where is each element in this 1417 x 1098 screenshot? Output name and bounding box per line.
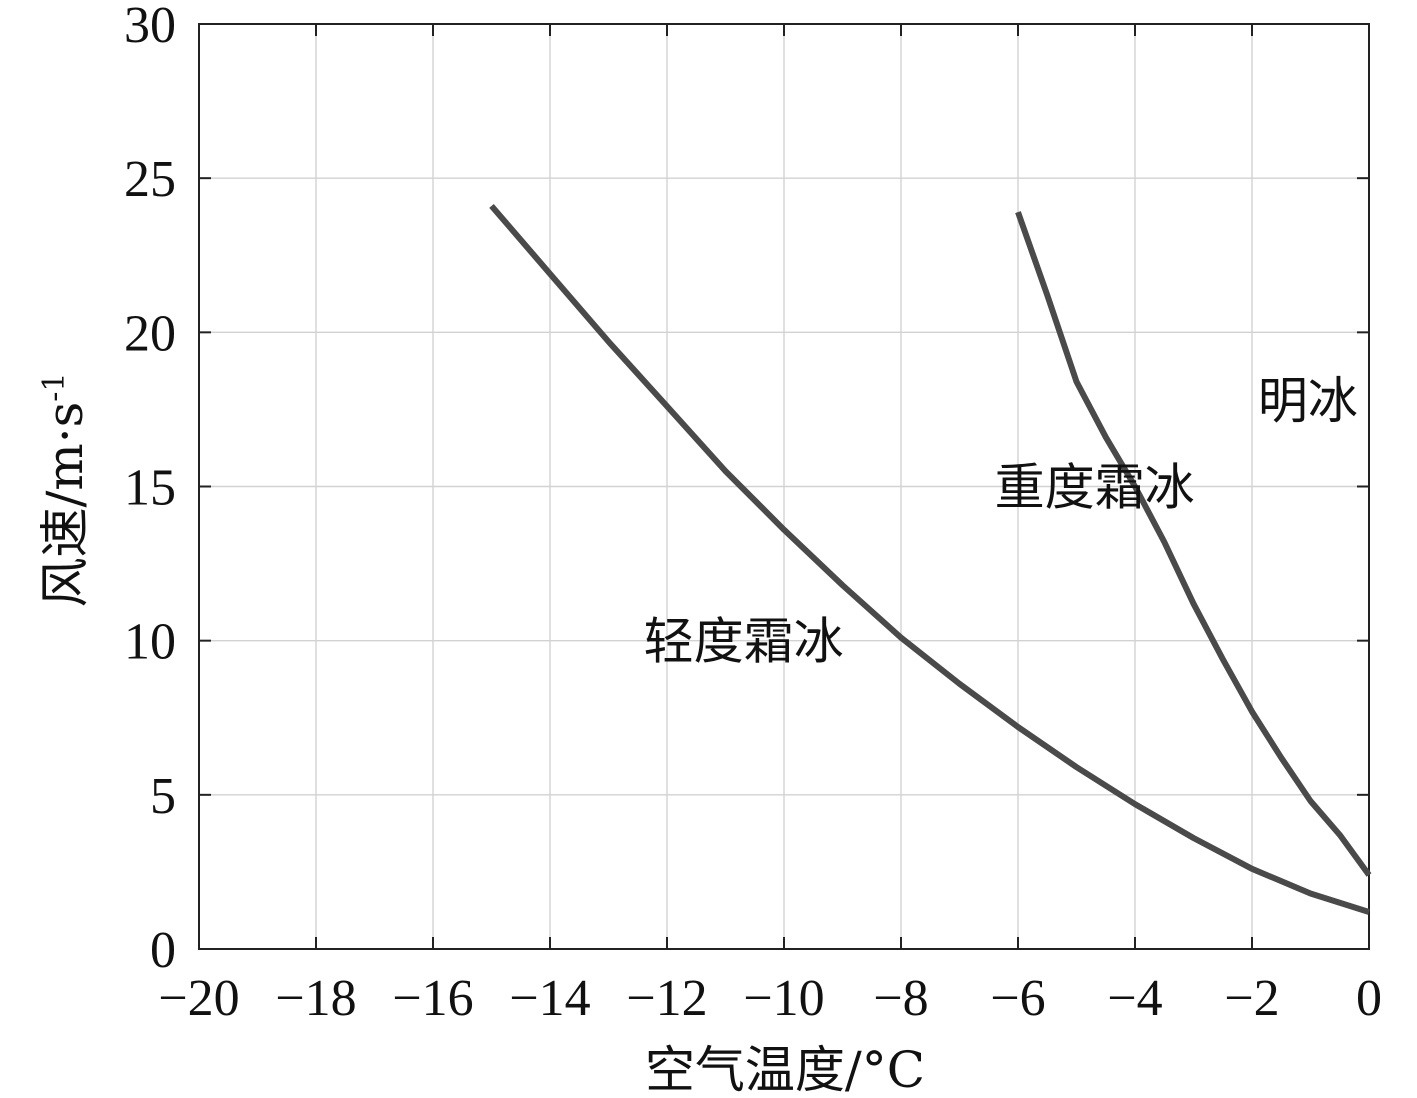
x-tick-label: −14 <box>509 970 590 1027</box>
region-label: 明冰 <box>1258 372 1358 430</box>
region-label: 轻度霜冰 <box>644 613 844 671</box>
y-axis-label-main: 风速/m·s <box>36 402 94 608</box>
x-tick-label: −20 <box>158 970 239 1027</box>
region-annotations: 轻度霜冰 重度霜冰 明冰 <box>644 372 1358 671</box>
series-lines <box>489 203 1372 915</box>
y-tick-label: 10 <box>124 614 176 671</box>
y-axis-label: 风速/m·s-1 <box>36 372 94 607</box>
y-tick-label: 15 <box>124 460 176 517</box>
x-tick-label: −4 <box>1107 970 1162 1027</box>
y-axis-label-superscript: -1 <box>37 372 72 401</box>
x-tick-label: −16 <box>392 970 473 1027</box>
x-tick-label: −12 <box>626 970 707 1027</box>
series-line-2 <box>1015 211 1372 877</box>
x-tick-label: −2 <box>1224 970 1279 1027</box>
region-label: 重度霜冰 <box>995 459 1195 517</box>
x-tick-label: −10 <box>743 970 824 1027</box>
y-tick-label: 25 <box>124 151 176 208</box>
y-tick-label: 20 <box>124 305 176 362</box>
y-tick-label: 0 <box>150 922 176 979</box>
x-tick-label: 0 <box>1356 970 1382 1027</box>
series-line-1 <box>489 203 1370 915</box>
y-tick-label: 30 <box>124 0 176 54</box>
x-tick-label: −6 <box>990 970 1045 1027</box>
x-tick-label: −18 <box>275 970 356 1027</box>
y-tick-labels: 0 5 10 15 20 25 30 <box>124 0 176 979</box>
x-tick-label: −8 <box>873 970 928 1027</box>
y-tick-label: 5 <box>150 768 176 825</box>
x-axis-label: 空气温度/°C <box>645 1041 925 1098</box>
x-tick-labels: −20 −18 −16 −14 −12 −10 −8 −6 −4 −2 0 <box>158 970 1382 1027</box>
plot-frame <box>198 23 1370 950</box>
